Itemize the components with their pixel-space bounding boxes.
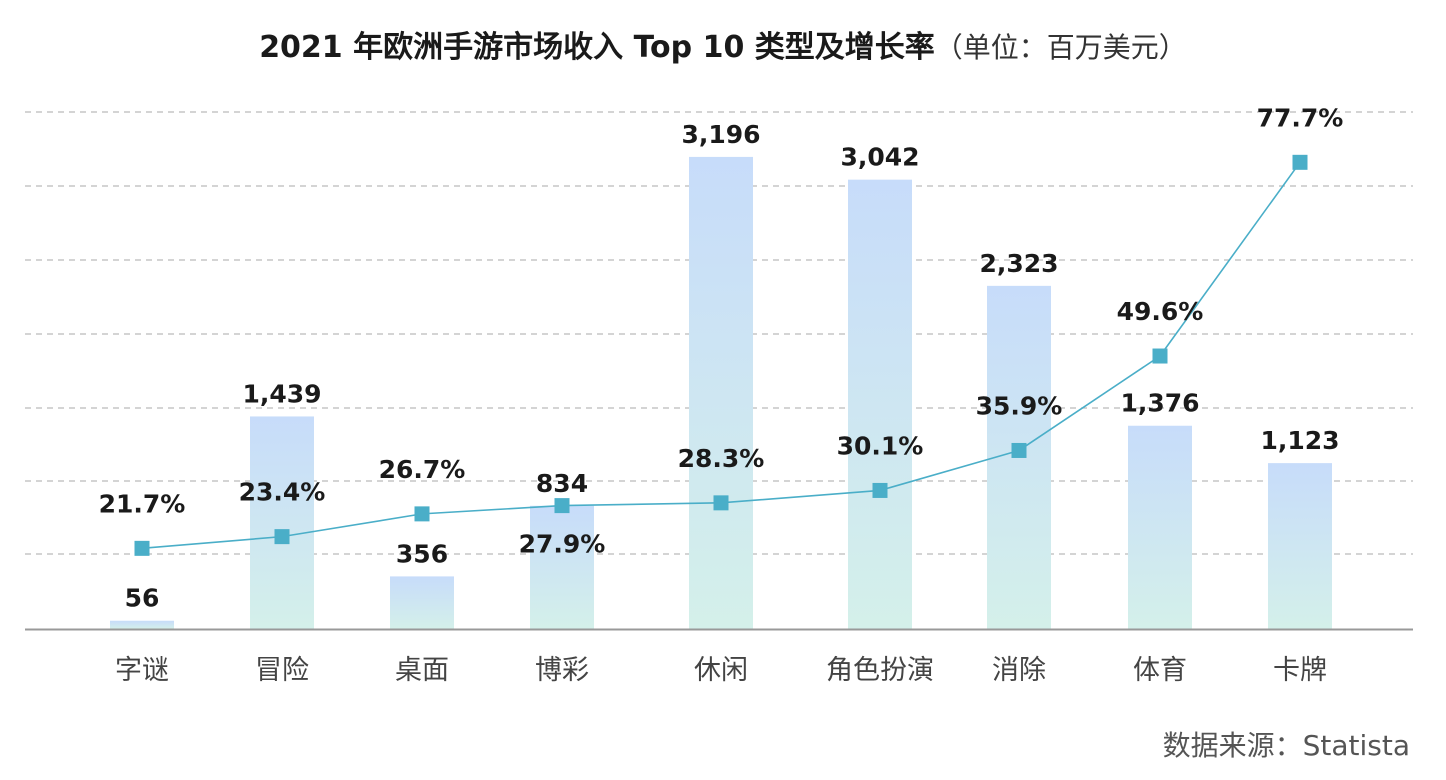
x-tick-label-8: 体育: [1133, 655, 1187, 686]
x-tick-label-1: 字谜: [115, 655, 169, 686]
growth-value-label-5: 28.3%: [678, 444, 765, 473]
growth-value-label-7: 35.9%: [976, 391, 1063, 420]
growth-value-label-9: 77.7%: [1257, 103, 1344, 132]
x-tick-label-5: 休闲: [694, 655, 748, 686]
bar-9: [1268, 463, 1332, 629]
bar-value-label-5: 3,196: [681, 120, 760, 149]
bar-3: [390, 576, 454, 629]
bar-value-label-6: 3,042: [840, 143, 919, 172]
chart-title-main: 2021 年欧洲手游市场收入 Top 10 类型及增长率: [259, 30, 935, 65]
growth-marker-4: [554, 498, 570, 514]
bar-value-label-7: 2,323: [979, 249, 1058, 278]
x-tick-label-2: 冒险: [255, 655, 309, 686]
x-tick-label-3: 桌面: [395, 655, 449, 686]
growth-value-label-1: 21.7%: [99, 489, 186, 518]
bar-2: [250, 416, 314, 629]
growth-marker-2: [274, 529, 290, 545]
bar-value-label-1: 56: [125, 584, 160, 613]
data-labels: 56 1,439 356 834 3,196 3,042 2,323 1,376 1,123 21…: [99, 103, 1344, 612]
growth-value-label-8: 49.6%: [1117, 297, 1204, 326]
bar-5: [689, 156, 753, 629]
bar-value-label-2: 1,439: [242, 379, 321, 408]
growth-line-series: [134, 154, 1308, 556]
bar-value-label-3: 356: [396, 539, 448, 568]
x-tick-label-6: 角色扮演: [826, 655, 934, 686]
bar-value-label-9: 1,123: [1260, 426, 1339, 455]
bar-1: [110, 620, 174, 629]
growth-marker-9: [1292, 154, 1308, 170]
bar-value-label-4: 834: [536, 469, 588, 498]
x-tick-label-7: 消除: [992, 655, 1046, 686]
growth-marker-7: [1011, 442, 1027, 458]
growth-marker-5: [713, 495, 729, 511]
growth-value-label-6: 30.1%: [837, 431, 924, 460]
x-tick-label-9: 卡牌: [1273, 655, 1327, 686]
growth-marker-1: [134, 540, 150, 556]
x-axis: 字谜 冒险 桌面 博彩 休闲 角色扮演 消除 体育 卡牌: [25, 628, 1413, 686]
bar-8: [1128, 425, 1192, 629]
bar-4: [530, 505, 594, 629]
growth-value-label-2: 23.4%: [239, 478, 326, 507]
growth-marker-8: [1152, 348, 1168, 364]
source-note: 数据来源：Statista: [1162, 729, 1410, 762]
chart-title-unit: （单位：百万美元）: [934, 31, 1187, 64]
x-tick-label-4: 博彩: [535, 655, 589, 686]
chart-title: 2021 年欧洲手游市场收入 Top 10 类型及增长率（单位：百万美元）: [0, 22, 1446, 66]
growth-value-label-4: 27.9%: [519, 530, 606, 559]
bar-value-label-8: 1,376: [1120, 389, 1199, 418]
growth-value-label-3: 26.7%: [379, 455, 466, 484]
bar-6: [848, 179, 912, 629]
growth-marker-3: [414, 506, 430, 522]
growth-marker-6: [872, 482, 888, 498]
